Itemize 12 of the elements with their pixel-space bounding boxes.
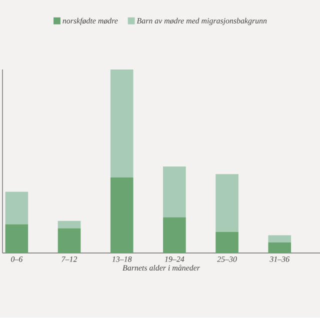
bar — [268, 235, 292, 243]
bar — [163, 217, 186, 254]
bar — [58, 228, 81, 254]
bar — [5, 224, 28, 254]
bar — [5, 192, 28, 224]
bar — [216, 174, 238, 232]
bar — [268, 242, 292, 254]
bar — [110, 70, 134, 178]
bar — [216, 232, 238, 254]
bar — [110, 178, 134, 254]
bar — [58, 221, 81, 228]
bar — [163, 166, 186, 218]
